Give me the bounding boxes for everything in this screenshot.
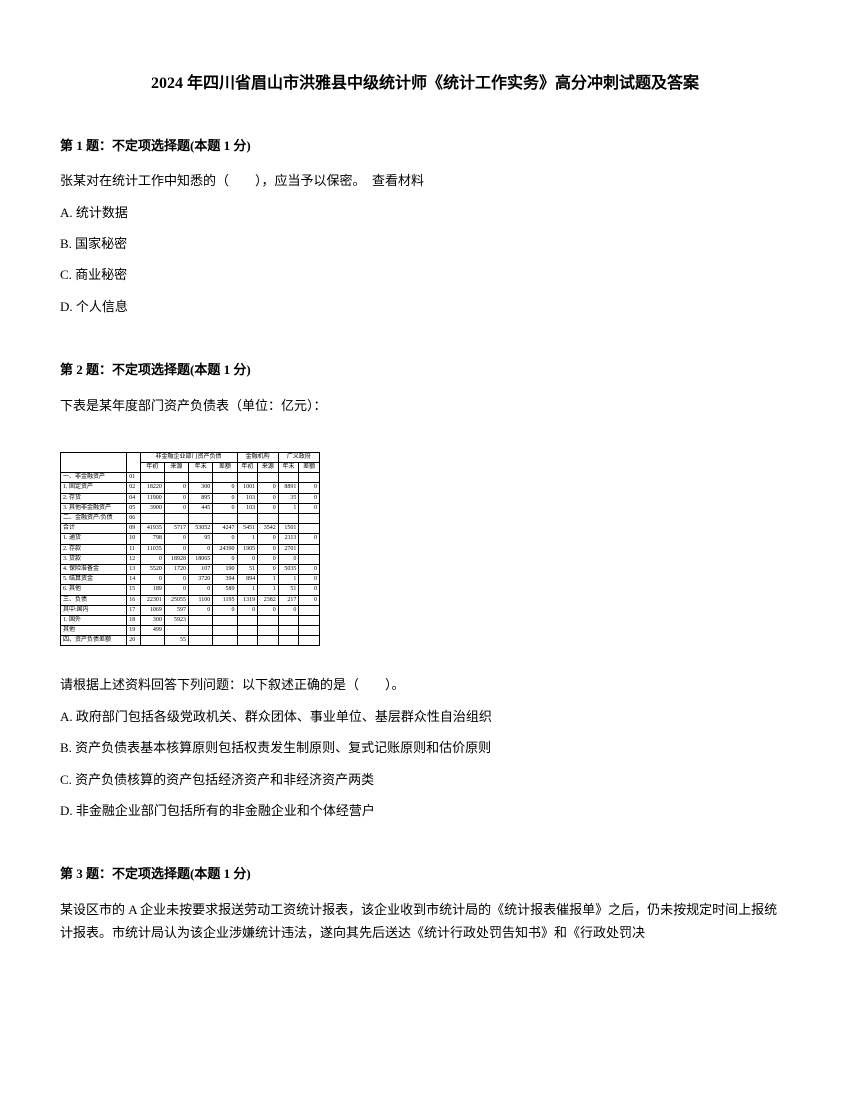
table-row: 4. 保险准备金135520172010719051050350 [61, 564, 320, 574]
table-sub-use2: 来源 [258, 463, 279, 473]
q2-option-d: D. 非金融企业部门包括所有的非金融企业和个体经营户 [60, 799, 790, 822]
table-sub-yearend2: 年末 [278, 463, 299, 473]
q2-option-b: B. 资产负债表基本核算原则包括权责发生制原则、复式记账原则和估价原则 [60, 736, 790, 759]
q1-option-a: A. 统计数据 [60, 201, 790, 224]
table-hdr-gov: 广义政府 [278, 452, 319, 462]
table-row: 其他19499 [61, 626, 320, 636]
table-row: 1. 国外183005923 [61, 615, 320, 625]
table-hdr-financial: 金融机构 [237, 452, 278, 462]
table-sub-bal2: 差额 [299, 463, 320, 473]
q2-followup: 请根据上述资料回答下列问题：以下叙述正确的是（ ）。 [60, 673, 790, 696]
table-row: 3. 其他非金融资产05390004450103010 [61, 503, 320, 513]
table-row: 合计09419355717530524247545135421501 [61, 524, 320, 534]
table-row: 2. 存货0411900089501030350 [61, 493, 320, 503]
q3-text: 某设区市的 A 企业未按要求报送劳动工资统计报表，该企业收到市统计局的《统计报表… [60, 898, 790, 945]
table-row: 其中:国内17106959700000 [61, 605, 320, 615]
question-3: 第 3 题：不定项选择题(本题 1 分) 某设区市的 A 企业未按要求报送劳动工… [60, 862, 790, 944]
question-1: 第 1 题：不定项选择题(本题 1 分) 张某对在统计工作中知悉的（ ），应当予… [60, 134, 790, 318]
table-row: 5. 结算资金14003720394894110 [61, 575, 320, 585]
table-row: 6. 其他151890058911510 [61, 585, 320, 595]
q1-option-d: D. 个人信息 [60, 295, 790, 318]
q2-text: 下表是某年度部门资产负债表（单位：亿元）： [60, 394, 790, 417]
table-sub-use: 来源 [164, 463, 188, 473]
q2-option-a: A. 政府部门包括各级党政机关、群众团体、事业单位、基层群众性自治组织 [60, 705, 790, 728]
q2-header: 第 2 题：不定项选择题(本题 1 分) [60, 358, 790, 381]
table-row: 3. 贷款12018928180650000 [61, 554, 320, 564]
table-sub-bal: 差额 [213, 463, 237, 473]
table-hdr-nonfinancial: 非金融企业部门资产负债 [140, 452, 237, 462]
q1-option-b: B. 国家秘密 [60, 232, 790, 255]
table-row: 二、金融资产/负债06 [61, 514, 320, 524]
table-sub-year2: 年初 [237, 463, 258, 473]
q1-header: 第 1 题：不定项选择题(本题 1 分) [60, 134, 790, 157]
table-sub-year: 年初 [140, 463, 164, 473]
table-sub-yearend: 年末 [189, 463, 213, 473]
table-row: 1. 固定资产0218220030001001088910 [61, 483, 320, 493]
q1-text: 张某对在统计工作中知悉的（ ），应当予以保密。 查看材料 [60, 169, 790, 192]
balance-sheet-table: 非金融企业部门资产负债 金融机构 广义政府 年初 来源 年末 差额 年初 来源 … [60, 452, 320, 647]
table-row: 四、资产负债差额2055 [61, 636, 320, 646]
question-2: 第 2 题：不定项选择题(本题 1 分) 下表是某年度部门资产负债表（单位：亿元… [60, 358, 790, 822]
q2-option-c: C. 资产负债核算的资产包括经济资产和非经济资产两类 [60, 768, 790, 791]
q1-option-c: C. 商业秘密 [60, 263, 790, 286]
table-row: 2. 存款11110350024390190502701 [61, 544, 320, 554]
q3-header: 第 3 题：不定项选择题(本题 1 分) [60, 862, 790, 885]
table-row: 三、负债16223012505511001195131923822170 [61, 595, 320, 605]
table-row: 一、非金融资产01 [61, 473, 320, 483]
table-row: 1. 通货1079809501021130 [61, 534, 320, 544]
page-title: 2024 年四川省眉山市洪雅县中级统计师《统计工作实务》高分冲刺试题及答案 [60, 70, 790, 99]
